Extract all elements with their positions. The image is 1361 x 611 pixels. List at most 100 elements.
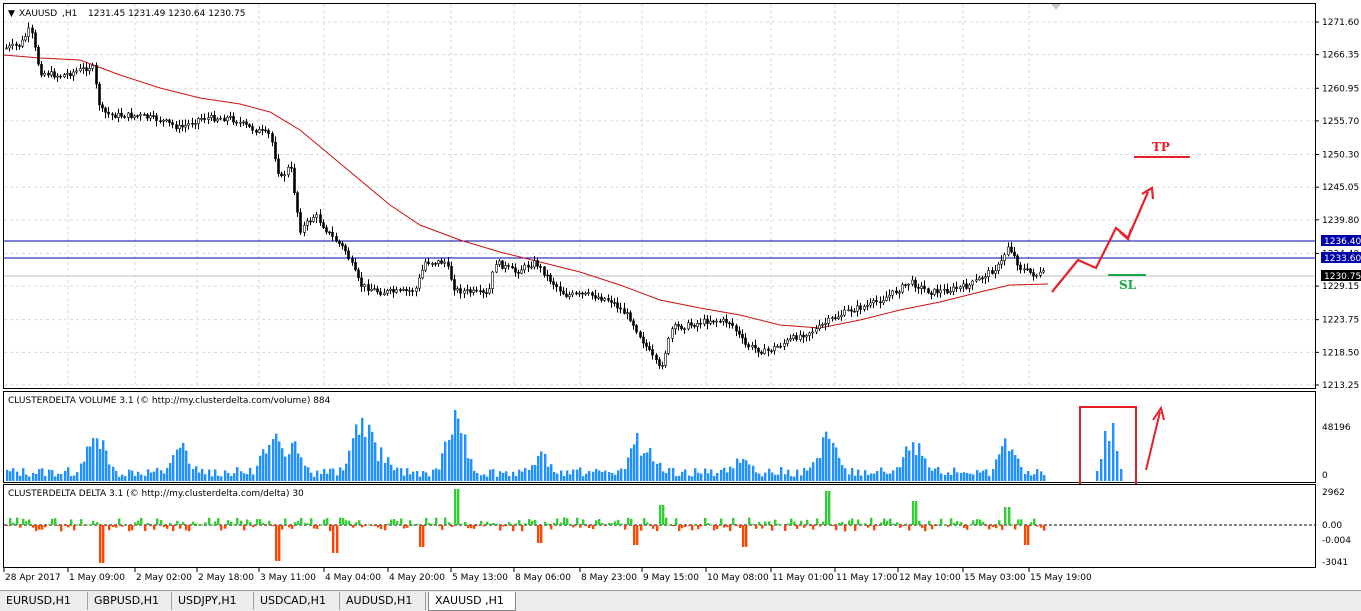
tab-usdjpy[interactable]: USDJPY,H1 <box>172 592 254 610</box>
delta-bar-positive <box>307 523 310 525</box>
volume-bar <box>294 441 297 481</box>
candle-body <box>725 318 728 324</box>
delta-bar-positive <box>393 519 396 525</box>
delta-bar-negative <box>316 525 319 530</box>
volume-bar <box>121 474 124 481</box>
volume-bar <box>576 469 579 481</box>
delta-bar-negative <box>947 525 950 527</box>
volume-bar <box>150 472 153 481</box>
delta-bar-positive <box>396 521 399 525</box>
delta-bar-positive <box>432 524 435 526</box>
candle-body <box>744 337 747 345</box>
delta-bar-negative <box>278 525 281 561</box>
volume-bar <box>918 443 921 481</box>
candle-body <box>1016 255 1019 266</box>
volume-bar <box>553 471 556 481</box>
tab-audusd[interactable]: AUDUSD,H1 <box>340 592 426 610</box>
delta-bar-positive <box>70 519 73 525</box>
candle-body <box>815 328 818 333</box>
delta-bar-positive <box>838 522 841 525</box>
candle-body <box>511 266 514 269</box>
volume-bar <box>515 476 518 481</box>
delta-bar-positive <box>956 521 959 525</box>
delta-bar-negative <box>640 525 643 531</box>
volume-bar <box>595 468 598 481</box>
delta-bar-positive <box>864 523 867 525</box>
volume-bar <box>342 470 345 481</box>
volume-bar <box>355 424 358 481</box>
delta-bar-negative <box>64 525 67 526</box>
volume-bar <box>736 458 739 481</box>
candle-body <box>408 290 411 292</box>
candle-body <box>111 113 114 116</box>
candle-body <box>891 290 894 296</box>
candle-body <box>674 324 677 330</box>
candle-body <box>443 261 446 264</box>
delta-bar-positive <box>124 524 127 526</box>
candle-body <box>367 284 370 291</box>
delta-bar-negative <box>624 525 627 530</box>
candle-body <box>56 75 59 78</box>
candle-body <box>152 115 155 117</box>
volume-bar <box>12 468 15 481</box>
candle-body <box>418 277 421 289</box>
volume-bar <box>924 458 927 481</box>
delta-bar-positive <box>1020 519 1023 525</box>
candle-body <box>21 39 24 47</box>
volume-bar <box>678 475 681 481</box>
main-chart-frame[interactable] <box>3 3 1316 389</box>
candle-body <box>991 270 994 274</box>
volume-bar <box>601 472 604 481</box>
volume-bar <box>672 467 675 481</box>
candle-body <box>104 107 107 113</box>
candle-body <box>667 338 670 354</box>
candle-body <box>888 294 891 298</box>
delta-bar-negative <box>6 525 9 527</box>
time-tick-label: 11 May 01:00 <box>772 573 834 583</box>
volume-bar <box>470 459 473 481</box>
candle-body <box>194 123 197 125</box>
delta-bar-negative <box>678 525 681 532</box>
delta-bar-positive <box>259 519 262 525</box>
delta-bar-negative <box>451 525 454 527</box>
volume-bar <box>201 468 204 481</box>
delta-bar-negative <box>742 525 745 547</box>
delta-bar-positive <box>547 524 550 526</box>
volume-bar <box>76 472 79 481</box>
volume-bar <box>937 467 940 481</box>
volume-bar <box>451 434 454 481</box>
volume-bar <box>518 469 521 481</box>
delta-bar-positive <box>345 520 348 525</box>
delta-bar-positive <box>284 518 287 525</box>
delta-bar-negative <box>803 525 806 528</box>
tab-gbpusd[interactable]: GBPUSD,H1 <box>88 592 172 610</box>
candle-body <box>175 124 178 129</box>
candle-body <box>440 260 443 264</box>
volume-bar <box>179 447 182 481</box>
delta-bar-negative <box>329 525 332 532</box>
candle-body <box>834 317 837 319</box>
delta-bar-positive <box>208 517 211 525</box>
delta-bar-positive <box>998 520 1001 525</box>
tab-eurusd[interactable]: EURUSD,H1 <box>0 592 88 610</box>
candle-body <box>155 115 158 122</box>
volume-bar <box>752 465 755 481</box>
time-tick-label: 8 May 06:00 <box>515 573 571 583</box>
delta-bar-negative <box>105 525 108 526</box>
tab-usdcad[interactable]: USDCAD,H1 <box>254 592 340 610</box>
delta-axis-zero: 0.00 <box>1322 521 1342 531</box>
delta-bar-negative <box>1036 525 1039 527</box>
candle-body <box>383 292 386 295</box>
delta-bar-positive <box>531 520 534 525</box>
delta-bar-negative <box>784 525 787 531</box>
candle-body <box>328 231 331 234</box>
collapse-arrow-icon[interactable]: ▼ <box>8 9 15 19</box>
candle-body <box>754 345 757 349</box>
candle-body <box>472 289 475 293</box>
candle-body <box>267 130 270 134</box>
tab-xauusd[interactable]: XAUUSD ,H1 <box>428 592 516 611</box>
delta-bar-positive <box>764 521 767 525</box>
candle-body <box>994 270 997 274</box>
shift-marker-icon[interactable] <box>1051 4 1061 10</box>
candle-body <box>671 328 674 339</box>
